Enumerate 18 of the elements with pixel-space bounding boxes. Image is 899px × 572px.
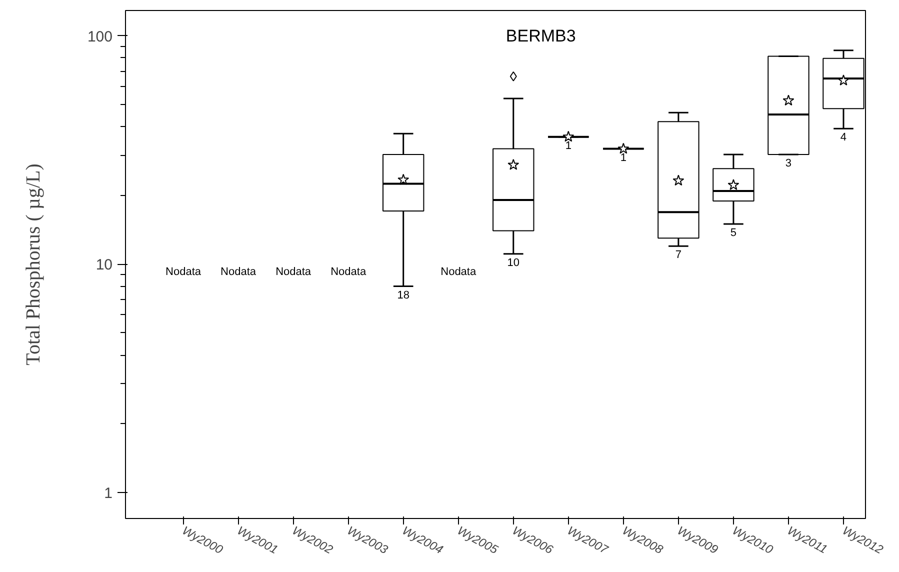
annotation: 3 (785, 158, 792, 170)
annotation: 18 (397, 289, 410, 302)
annotation: 10 (507, 256, 520, 269)
y-tick-label: 100 (87, 28, 113, 46)
annotation: 5 (730, 226, 737, 239)
annotation: Nodata (276, 266, 312, 278)
annotation: 1 (565, 140, 572, 152)
y-tick-label: 10 (96, 256, 113, 274)
annotation: 1 (620, 152, 626, 164)
annotation: 4 (840, 132, 847, 144)
annotation: 7 (675, 249, 682, 262)
annotation: Nodata (220, 266, 257, 278)
text: BERMB3 (506, 26, 576, 46)
y-tick-label: 1 (104, 485, 112, 502)
annotation: Nodata (440, 266, 477, 278)
y-axis-title: Total Phosphorus ( µg/L) (22, 164, 44, 366)
annotation: Nodata (166, 266, 202, 278)
annotation: Nodata (330, 266, 367, 278)
